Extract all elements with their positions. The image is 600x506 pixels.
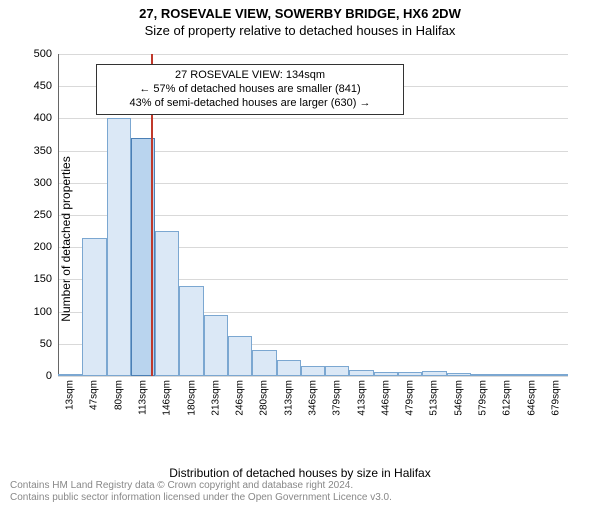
x-tick-label: 180sqm (186, 380, 197, 416)
histogram-bar (107, 118, 131, 376)
grid-line (58, 118, 568, 119)
x-tick-label: 246sqm (235, 380, 246, 416)
y-tick-label: 0 (46, 370, 58, 382)
annotation-line-2: ← 57% of detached houses are smaller (84… (105, 83, 395, 97)
x-tick-label: 612sqm (502, 380, 513, 416)
x-tick-label: 379sqm (332, 380, 343, 416)
annotation-box: 27 ROSEVALE VIEW: 134sqm ← 57% of detach… (96, 64, 404, 115)
annotation-line-1: 27 ROSEVALE VIEW: 134sqm (105, 69, 395, 83)
x-tick-label: 47sqm (89, 380, 100, 410)
x-tick-label: 113sqm (138, 380, 149, 415)
x-tick-label: 346sqm (308, 380, 319, 416)
y-tick-label: 450 (34, 80, 58, 92)
copyright-line-1: Contains HM Land Registry data © Crown c… (10, 480, 392, 492)
histogram-bar (349, 370, 373, 376)
copyright-notice: Contains HM Land Registry data © Crown c… (10, 480, 392, 504)
x-tick-label: 479sqm (405, 380, 416, 416)
x-tick-label: 313sqm (283, 380, 294, 416)
grid-line (58, 54, 568, 55)
histogram-bar (374, 372, 398, 377)
histogram-bar (495, 374, 519, 376)
chart-title-main: 27, ROSEVALE VIEW, SOWERBY BRIDGE, HX6 2… (0, 6, 600, 21)
y-tick-label: 150 (34, 273, 58, 285)
histogram-bar (179, 286, 203, 376)
copyright-line-2: Contains public sector information licen… (10, 492, 392, 504)
x-tick-label: 213sqm (210, 380, 221, 416)
x-tick-label: 513sqm (429, 380, 440, 416)
histogram-bar (277, 360, 301, 376)
y-tick-label: 100 (34, 306, 58, 318)
y-tick-label: 250 (34, 209, 58, 221)
histogram-bar (398, 372, 422, 377)
y-axis-label: Number of detached properties (59, 156, 73, 321)
histogram-bar (422, 371, 446, 376)
histogram-bar (82, 238, 106, 376)
y-tick-label: 50 (40, 338, 58, 350)
x-axis-label: Distribution of detached houses by size … (0, 466, 600, 480)
histogram-bar (301, 366, 325, 376)
histogram-bar (519, 374, 543, 376)
x-tick-label: 80sqm (113, 380, 124, 410)
y-tick-label: 400 (34, 112, 58, 124)
x-tick-label: 413sqm (356, 380, 367, 416)
x-tick-label: 280sqm (259, 380, 270, 416)
chart-title-sub: Size of property relative to detached ho… (0, 23, 600, 38)
x-tick-label: 679sqm (550, 380, 561, 416)
histogram-bar (252, 350, 276, 376)
annotation-line-3: 43% of semi-detached houses are larger (… (105, 97, 395, 111)
histogram-bar (325, 366, 349, 376)
y-tick-label: 200 (34, 241, 58, 253)
histogram-bar (228, 336, 252, 376)
x-tick-label: 13sqm (65, 380, 76, 410)
grid-line (58, 376, 568, 377)
x-tick-label: 446sqm (380, 380, 391, 416)
histogram-bar (447, 373, 471, 376)
x-tick-label: 646sqm (526, 380, 537, 416)
histogram-bar (58, 374, 82, 376)
x-tick-label: 579sqm (478, 380, 489, 416)
histogram-bar (544, 374, 568, 376)
x-tick-label: 546sqm (453, 380, 464, 416)
y-tick-label: 300 (34, 177, 58, 189)
y-tick-label: 350 (34, 145, 58, 157)
histogram-bar (204, 315, 228, 376)
y-tick-label: 500 (34, 48, 58, 60)
chart-area: 05010015020025030035040045050013sqm47sqm… (58, 54, 568, 424)
histogram-bar (471, 374, 495, 376)
histogram-bar (155, 231, 179, 376)
x-tick-label: 146sqm (162, 380, 173, 416)
